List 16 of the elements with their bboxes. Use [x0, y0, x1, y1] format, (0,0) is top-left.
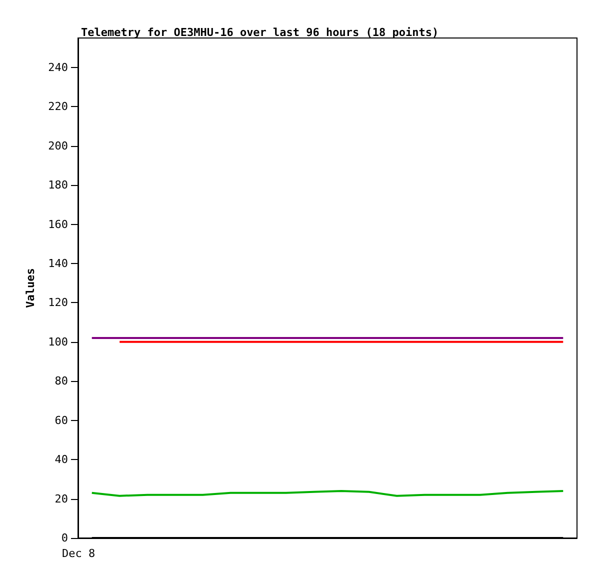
y-tick-label: 160 [48, 218, 68, 231]
y-tick-label: 140 [48, 256, 68, 270]
y-tick-label: 240 [48, 60, 68, 74]
y-tick-label: 60 [54, 414, 68, 427]
y-tick-label: 220 [48, 100, 68, 114]
y-tick-label: 20 [54, 492, 68, 506]
chart-title: Telemetry for OE3MHU-16 over last 96 hours (18 points) [81, 26, 439, 39]
y-tick-label: 100 [48, 335, 68, 348]
y-tick-label: 0 [61, 532, 68, 544]
text: Dec 8 [62, 547, 96, 560]
y-tick-label: 180 [48, 178, 68, 192]
y-tick-label: 80 [54, 374, 68, 388]
y-tick-label: 200 [48, 139, 68, 152]
y-tick-label: 120 [48, 296, 68, 310]
y-tick-label: 40 [54, 453, 68, 466]
y-axis-title: Values [24, 268, 37, 308]
